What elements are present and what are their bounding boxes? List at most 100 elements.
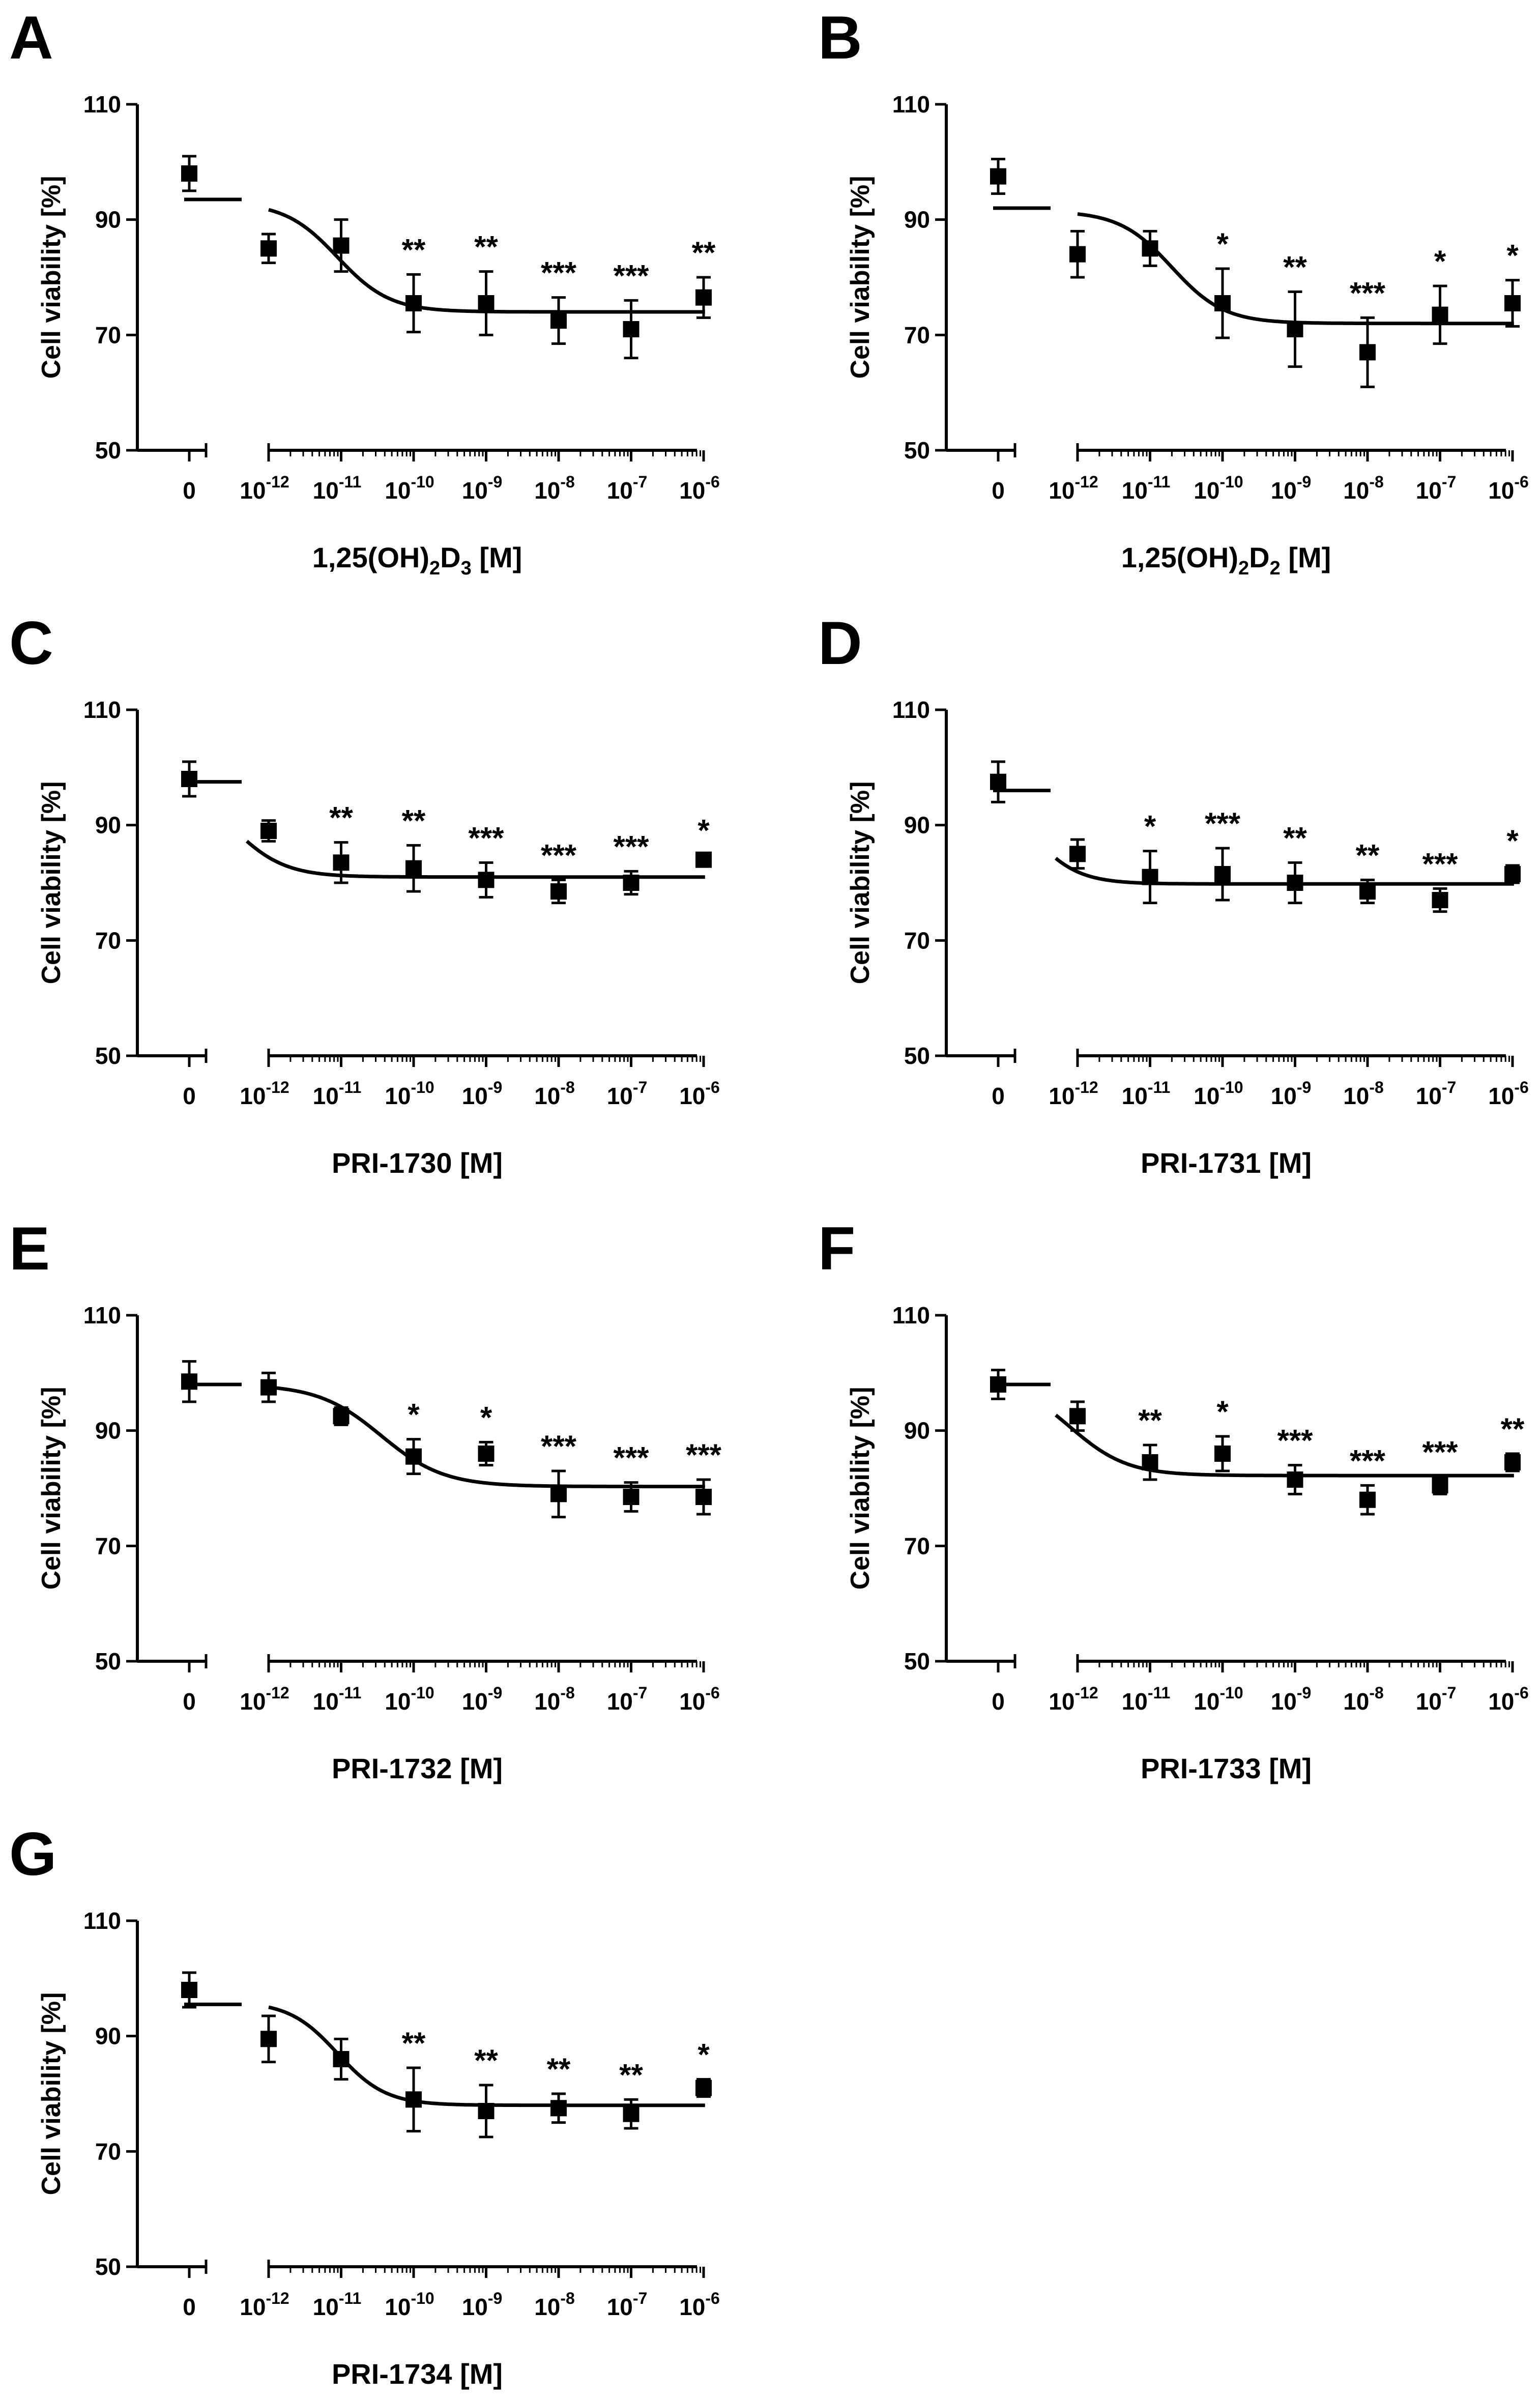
x-axis-label-part: 2 xyxy=(1238,558,1249,579)
x-axis-label-part: 3 xyxy=(461,558,472,579)
x-tick-base: 10 xyxy=(1122,1083,1148,1109)
x-tick-label: 0 xyxy=(183,477,196,504)
x-tick-exponent: -12 xyxy=(266,1078,289,1096)
x-tick-exponent: -10 xyxy=(1219,473,1243,491)
data-point xyxy=(1359,344,1376,361)
x-tick-exponent: -10 xyxy=(411,473,434,491)
x-tick-base: 10 xyxy=(607,2294,633,2320)
x-tick-exponent: -9 xyxy=(488,1078,502,1096)
x-tick-exponent: -7 xyxy=(1442,1078,1456,1096)
significance-label: ** xyxy=(619,2058,643,2092)
x-tick-exponent: -11 xyxy=(339,473,361,491)
x-tick-label: 10-11 xyxy=(313,2289,362,2320)
y-tick-label: 90 xyxy=(904,812,930,839)
fit-curve xyxy=(1055,857,1514,886)
significance-label: *** xyxy=(613,1441,649,1475)
significance-label: * xyxy=(1506,239,1519,273)
x-tick-base: 10 xyxy=(313,1688,339,1715)
x-tick-exponent: -10 xyxy=(1219,1078,1243,1096)
x-tick-base: 10 xyxy=(240,2294,266,2320)
x-tick-exponent: -6 xyxy=(705,2289,719,2307)
data-point xyxy=(1142,1454,1158,1470)
y-tick-label: 90 xyxy=(904,207,930,233)
x-axis-label: PRI-1733 [M] xyxy=(1141,1752,1312,1784)
x-tick-label: 10-8 xyxy=(534,2289,575,2320)
x-tick-label: 10-9 xyxy=(1271,473,1312,504)
x-tick-base: 10 xyxy=(679,477,705,504)
x-tick-exponent: -12 xyxy=(266,1684,289,1702)
x-tick-exponent: -8 xyxy=(560,473,574,491)
y-tick-label: 70 xyxy=(904,1533,930,1559)
x-axis-label-part: D xyxy=(1249,541,1269,573)
x-axis-label: PRI-1734 [M] xyxy=(332,2358,503,2390)
x-axis-label-part: PRI-1732 [M] xyxy=(332,1752,503,1784)
x-axis-label-part: PRI-1730 [M] xyxy=(332,1147,503,1179)
x-axis-label: 1,25(OH)2D2 [M] xyxy=(1121,541,1331,579)
significance-label: *** xyxy=(613,829,649,863)
data-point xyxy=(1432,306,1448,323)
y-tick-label: 50 xyxy=(95,437,121,464)
x-tick-base: 10 xyxy=(679,2294,705,2320)
significance-label: ** xyxy=(402,233,426,267)
x-tick-exponent: -9 xyxy=(488,1684,502,1702)
x-tick-label: 10-6 xyxy=(1488,1684,1529,1715)
x-axis-label: 1,25(OH)2D3 [M] xyxy=(312,541,522,579)
x-tick-exponent: -10 xyxy=(411,1684,434,1702)
y-tick-label: 50 xyxy=(904,1043,930,1069)
data-point xyxy=(1214,1446,1231,1462)
y-axis-label: Cell viability [%] xyxy=(846,176,875,379)
x-axis-label-part: 2 xyxy=(429,558,440,579)
y-tick-label: 110 xyxy=(83,1908,121,1934)
data-point xyxy=(695,2079,712,2096)
y-tick-label: 110 xyxy=(83,697,121,723)
x-tick-label: 10-12 xyxy=(240,1684,289,1715)
y-tick-label: 90 xyxy=(95,1418,121,1444)
x-tick-label: 10-9 xyxy=(1271,1684,1312,1715)
y-axis-label: Cell viability [%] xyxy=(37,1387,66,1590)
x-tick-exponent: -8 xyxy=(560,1078,574,1096)
data-point xyxy=(405,2091,422,2108)
significance-label: * xyxy=(480,1400,492,1434)
x-tick-label: 10-11 xyxy=(1122,1684,1171,1715)
significance-label: *** xyxy=(541,838,577,872)
data-point xyxy=(1432,892,1448,908)
y-axis-label: Cell viability [%] xyxy=(37,176,66,379)
significance-label: ** xyxy=(692,236,716,270)
x-tick-exponent: -11 xyxy=(1148,1684,1170,1702)
x-tick-label: 10-12 xyxy=(1049,473,1098,504)
x-tick-label: 0 xyxy=(992,1688,1005,1715)
x-tick-label: 10-12 xyxy=(240,473,289,504)
panel-letter: D xyxy=(818,609,862,677)
data-point xyxy=(478,1446,495,1462)
control-point xyxy=(181,771,197,787)
panel-letter: A xyxy=(9,4,53,72)
panel-letter: C xyxy=(9,609,53,677)
y-tick-label: 110 xyxy=(83,1302,121,1328)
x-tick-exponent: -10 xyxy=(411,1078,434,1096)
significance-label: ** xyxy=(474,2043,498,2077)
significance-label: * xyxy=(1434,244,1446,278)
x-tick-base: 10 xyxy=(1049,1083,1074,1109)
x-tick-base: 10 xyxy=(240,1688,266,1715)
y-tick-label: 110 xyxy=(892,697,930,723)
significance-label: * xyxy=(698,814,710,848)
significance-label: ** xyxy=(1138,1403,1162,1437)
x-axis-label: PRI-1730 [M] xyxy=(332,1147,503,1179)
x-tick-label: 10-10 xyxy=(385,2289,434,2320)
x-tick-exponent: -7 xyxy=(633,1078,647,1096)
y-tick-label: 70 xyxy=(95,1533,121,1559)
data-point xyxy=(1069,846,1086,862)
y-tick-label: 70 xyxy=(95,2138,121,2164)
x-tick-exponent: -12 xyxy=(266,2289,289,2307)
y-tick-label: 70 xyxy=(904,322,930,348)
x-tick-exponent: -6 xyxy=(705,1684,719,1702)
control-point xyxy=(181,165,197,182)
x-tick-label: 10-8 xyxy=(1343,473,1384,504)
control-point xyxy=(990,1376,1006,1393)
x-tick-exponent: -6 xyxy=(705,473,719,491)
x-tick-label: 0 xyxy=(183,1688,196,1715)
x-tick-exponent: -8 xyxy=(1369,473,1383,491)
significance-label: *** xyxy=(468,821,504,855)
x-axis-label-part: PRI-1731 [M] xyxy=(1141,1147,1312,1179)
